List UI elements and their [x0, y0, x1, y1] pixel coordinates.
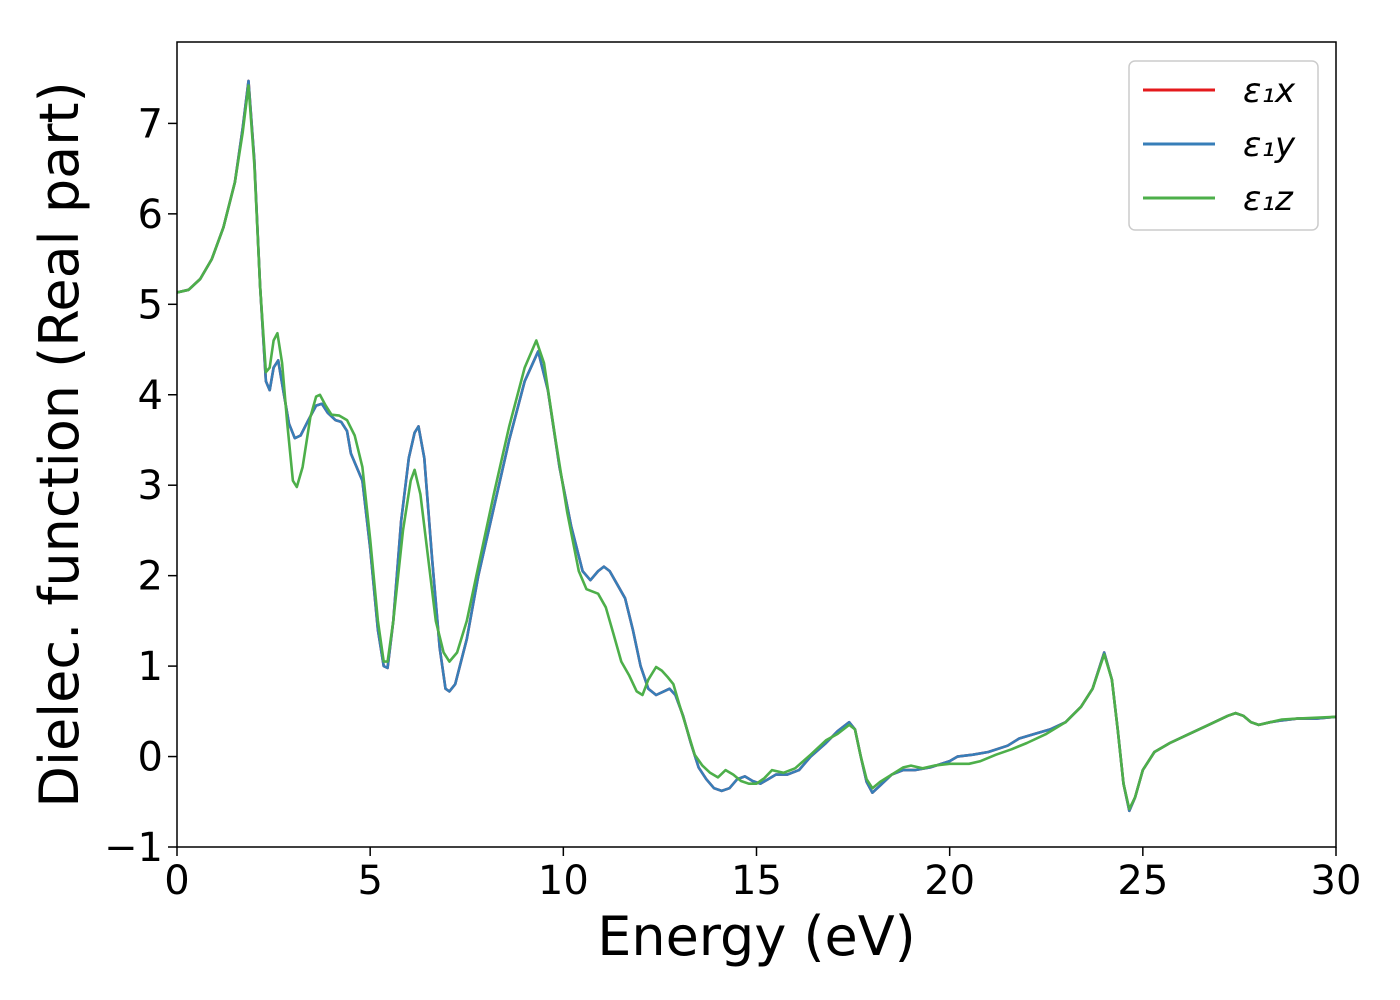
y-axis: −1 0 1 2 3 4 5 6 7 [104, 101, 177, 871]
x-axis-label: Energy (eV) [597, 905, 916, 968]
legend-label: ε₁x [1243, 71, 1296, 111]
legend-label: ε₁y [1243, 125, 1296, 165]
y-tick-label: 0 [138, 735, 163, 781]
y-tick-label: 7 [138, 101, 163, 147]
legend-label: ε₁z [1243, 179, 1294, 219]
x-tick-label: 30 [1311, 858, 1362, 904]
y-tick-label: 4 [138, 373, 163, 419]
legend-box [1128, 60, 1319, 231]
y-tick-label: 2 [138, 554, 163, 600]
x-tick-label: 20 [924, 858, 975, 904]
series-layer [177, 79, 1336, 813]
x-tick-label: 10 [538, 858, 589, 904]
x-tick-label: 5 [357, 858, 382, 904]
x-tick-label: 15 [731, 858, 782, 904]
legend: ε₁x ε₁y ε₁z [1128, 60, 1319, 231]
x-tick-label: 0 [164, 858, 189, 904]
y-tick-label: 5 [138, 282, 163, 328]
y-axis-label: Dielec. function (Real part) [28, 81, 91, 807]
y-tick-label: 1 [138, 644, 163, 690]
y-tick-label: 3 [138, 463, 163, 509]
y-tick-label: 6 [138, 192, 163, 238]
y-tick-label: −1 [104, 825, 163, 871]
x-tick-label: 25 [1117, 858, 1168, 904]
x-axis: 0 5 10 15 20 25 30 [164, 847, 1361, 904]
series-line-2 [177, 84, 1336, 811]
